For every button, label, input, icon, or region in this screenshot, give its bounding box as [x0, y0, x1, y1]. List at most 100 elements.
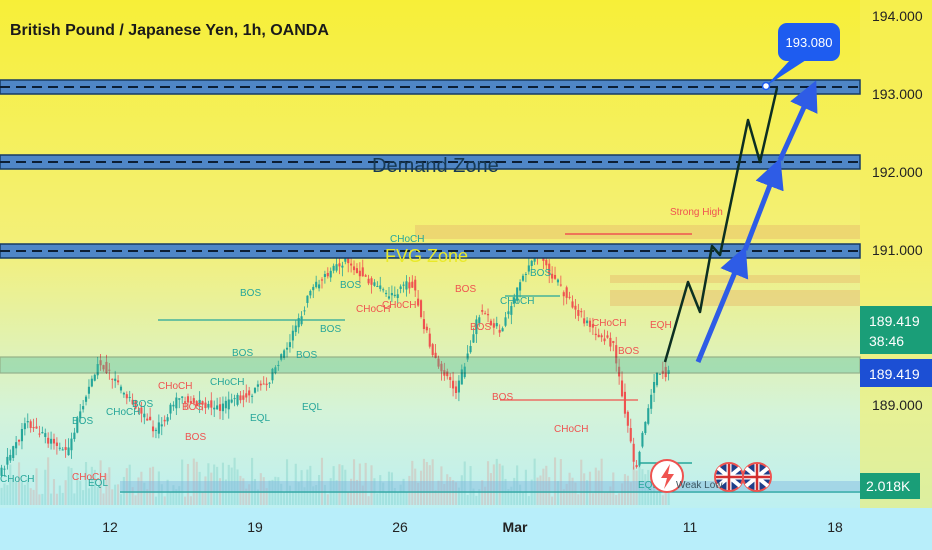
candle	[277, 360, 280, 371]
volume-bar	[134, 495, 137, 505]
volume-bar	[472, 488, 475, 505]
smc-label: BOS	[455, 284, 476, 295]
candle	[12, 445, 15, 461]
y-tick-194: 194.000	[872, 8, 923, 24]
candle	[551, 266, 554, 283]
volume-bar	[469, 466, 472, 505]
candle	[352, 260, 356, 276]
volume-bar	[626, 475, 629, 505]
x-tick-18: 18	[827, 519, 843, 535]
projection-path	[663, 87, 779, 363]
candle	[218, 397, 222, 420]
volume-bar	[548, 477, 551, 505]
volume-bar	[405, 491, 408, 505]
candle	[600, 333, 603, 342]
volume-bar	[195, 461, 198, 505]
demand-zone-3	[0, 243, 861, 259]
volume-bar	[521, 492, 525, 505]
candle	[647, 404, 650, 426]
volume-bar	[326, 494, 329, 505]
candle	[635, 459, 638, 469]
volume-bar	[536, 477, 539, 505]
candle	[318, 279, 321, 292]
volume-bar	[565, 483, 568, 505]
uk-flag-icon[interactable]	[714, 462, 744, 492]
volume-bar	[367, 496, 370, 505]
chart-title: British Pound / Japanese Yen, 1h, OANDA	[10, 22, 329, 39]
volume-bar	[41, 493, 44, 505]
candle	[320, 277, 324, 289]
candle	[309, 289, 312, 299]
volume-bar	[559, 459, 562, 505]
candle	[457, 375, 460, 402]
candle	[644, 421, 647, 436]
demand-zone-1	[0, 79, 861, 95]
candle	[440, 361, 443, 381]
volume-bar	[335, 480, 338, 505]
uk-flag-icon[interactable]	[742, 462, 772, 492]
price-axis-band	[860, 0, 932, 508]
candle	[102, 364, 105, 372]
candle	[17, 439, 21, 446]
projection-arrow-1	[695, 246, 749, 363]
x-tick-12: 12	[102, 519, 118, 535]
candle	[323, 270, 326, 284]
smc-label: CHoCH	[382, 300, 416, 311]
last-price-text: 189.419	[869, 313, 920, 329]
volume-bar	[440, 466, 443, 505]
volume-bar	[484, 486, 487, 505]
candle	[481, 304, 484, 315]
candle	[653, 373, 656, 403]
volume-bar	[390, 472, 393, 505]
candle	[70, 432, 73, 459]
volume-bar	[539, 475, 542, 505]
candle	[568, 291, 571, 300]
candle	[355, 263, 359, 274]
candle	[463, 362, 466, 379]
volume-bar	[213, 464, 216, 505]
candle	[521, 273, 525, 282]
volume-bar	[434, 490, 437, 505]
volume-bar	[449, 476, 452, 505]
volume-bar	[44, 469, 47, 505]
volume-bar	[119, 494, 123, 505]
smc-label: CHoCH	[554, 424, 588, 435]
candle	[294, 320, 297, 337]
volume-bar	[422, 458, 426, 505]
volume-bar	[192, 458, 195, 505]
volume-bar	[399, 484, 402, 505]
smc-label: CHoCH	[72, 472, 106, 483]
volume-bar	[341, 465, 344, 505]
candle	[251, 393, 254, 404]
volume-bar	[338, 464, 341, 505]
candle	[629, 418, 632, 444]
candle	[26, 413, 29, 429]
candle	[213, 400, 216, 417]
fvg-zone-label: FVG Zone	[385, 246, 468, 266]
volume-bar	[428, 465, 431, 505]
smc-label: CHoCH	[210, 377, 244, 388]
candle	[274, 365, 277, 375]
volume-bar	[533, 458, 536, 505]
candle	[446, 368, 449, 380]
volume-bar	[227, 464, 230, 505]
volume-bar	[332, 466, 335, 505]
last-price-box: 189.419 38:46	[860, 306, 932, 354]
smc-label: BOS	[470, 322, 491, 333]
volume-bar	[17, 462, 21, 505]
candle	[443, 362, 446, 381]
volume-bar	[128, 464, 131, 505]
volume-bar	[20, 482, 24, 505]
candle	[484, 310, 487, 315]
volume-bar	[291, 491, 294, 505]
smc-label: BOS	[240, 288, 261, 299]
volume-bar	[408, 475, 411, 505]
x-tick-mar: Mar	[503, 519, 528, 535]
candle	[504, 311, 507, 328]
volume-text: 2.018K	[866, 478, 911, 494]
volume-bar	[105, 473, 108, 505]
volume-bar	[172, 485, 175, 505]
candle	[262, 376, 265, 385]
candle	[119, 384, 123, 394]
volume-bar	[280, 483, 283, 505]
